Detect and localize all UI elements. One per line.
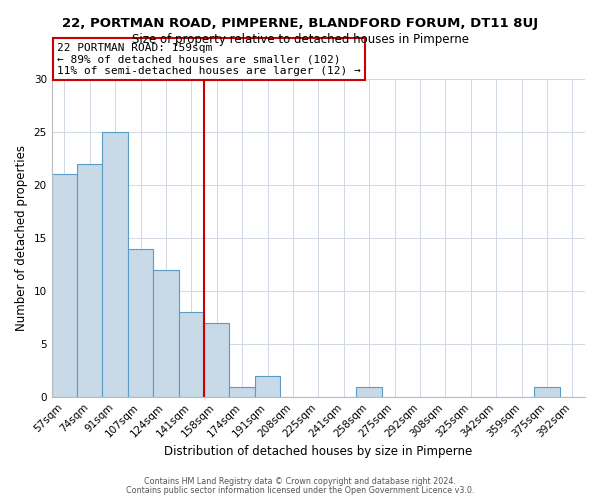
Text: Contains public sector information licensed under the Open Government Licence v3: Contains public sector information licen… (126, 486, 474, 495)
Bar (255, 376, 280, 397)
Bar (179, 312, 204, 397)
Bar (229, 386, 255, 397)
Text: 22, PORTMAN ROAD, PIMPERNE, BLANDFORD FORUM, DT11 8UJ: 22, PORTMAN ROAD, PIMPERNE, BLANDFORD FO… (62, 18, 538, 30)
Bar (103, 132, 128, 397)
Bar (52, 174, 77, 397)
Bar (77, 164, 103, 397)
Text: Size of property relative to detached houses in Pimperne: Size of property relative to detached ho… (131, 32, 469, 46)
Bar (356, 386, 382, 397)
Bar (153, 270, 179, 397)
X-axis label: Distribution of detached houses by size in Pimperne: Distribution of detached houses by size … (164, 444, 472, 458)
Text: Contains HM Land Registry data © Crown copyright and database right 2024.: Contains HM Land Registry data © Crown c… (144, 477, 456, 486)
Bar (204, 323, 229, 397)
Bar (534, 386, 560, 397)
Y-axis label: Number of detached properties: Number of detached properties (15, 145, 28, 331)
Bar (128, 248, 153, 397)
Text: 22 PORTMAN ROAD: 159sqm
← 89% of detached houses are smaller (102)
11% of semi-d: 22 PORTMAN ROAD: 159sqm ← 89% of detache… (57, 42, 361, 76)
